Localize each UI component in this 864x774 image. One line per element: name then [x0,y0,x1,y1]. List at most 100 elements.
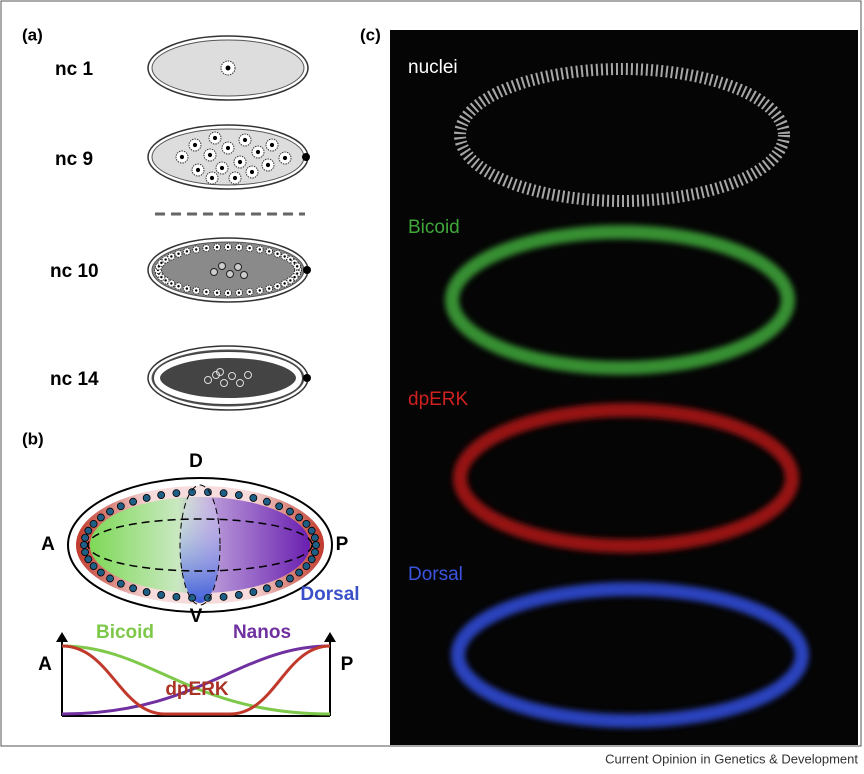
nucleus-core [177,253,179,255]
nucleus-core [227,246,229,248]
nucleus-core [238,291,240,293]
nucleus-core [276,253,278,255]
curve-label: Bicoid [96,622,154,643]
nucleus [303,563,310,570]
nucleus-core [195,248,197,250]
stain-label: dpERK [408,389,469,410]
nucleus-core [195,289,197,291]
nucleus-core [276,285,278,287]
nucleus-core [248,247,250,249]
axis-label: V [190,606,203,627]
nucleus-core [266,163,270,167]
nucleus-core [196,168,200,172]
nucleus-core [293,276,295,278]
footer: Current Opinion in Genetics & Developmen… [605,751,858,766]
yolk-nucleus [219,263,226,270]
nucleus-core [226,146,230,150]
nucleus-core [216,291,218,293]
nucleus [263,585,270,592]
nucleus [303,520,310,527]
nucleus-core [205,247,207,249]
nucleus-core [170,255,172,257]
panel-label: (c) [360,25,381,44]
axis-label: A [38,654,52,675]
nucleus-core [186,250,188,252]
stage-label: nc 1 [55,59,93,80]
nucleus [130,585,137,592]
nucleus [296,514,303,521]
nucleus [173,490,180,497]
nucleus-core [205,291,207,293]
figure: (a) nc 1 nc 9 nc 10 nc 14 (b) D A P V Do… [0,0,864,774]
nucleus [97,569,104,576]
yolk-nucleus [235,264,242,271]
embryo-body [152,350,304,406]
gradient-label: Dorsal [300,584,359,605]
nucleus-core [268,250,270,252]
nucleus [81,542,88,549]
nucleus-core [233,176,237,180]
nucleus-core [213,136,217,140]
nucleus-core [243,138,247,142]
nucleus-core [289,279,291,281]
nucleus [308,556,315,563]
nucleus-core [296,265,298,267]
nucleus-core [186,287,188,289]
nucleus [173,593,180,600]
nucleus-core [250,170,254,174]
nucleus [90,563,97,570]
nucleus-core [289,258,291,260]
nucleus [235,492,242,499]
nucleus-core [283,156,287,160]
nucleus-core [238,160,242,164]
nucleus [158,492,165,499]
pole-cell [302,153,310,161]
nucleus-core [193,143,197,147]
stain-label: Bicoid [408,217,460,238]
nucleus [286,508,293,515]
nucleus-core [210,176,214,180]
nucleus [158,591,165,598]
nucleus [143,494,150,501]
nucleus [97,514,104,521]
nucleus [82,549,89,556]
nucleus-core [170,282,172,284]
nucleus-core [177,285,179,287]
stage-label: nc 10 [50,261,99,282]
nucleus [117,580,124,587]
nucleus [107,508,114,515]
nucleus-core [160,262,162,264]
nucleus [143,589,150,596]
stage-label: nc 9 [55,149,93,170]
stain-label: nuclei [408,57,458,78]
nucleus [276,580,283,587]
nucleus [220,490,227,497]
nucleus [107,575,114,582]
dv-gradient [180,487,220,603]
nucleus-core [238,246,240,248]
axis-label: P [341,654,354,675]
nucleus [250,589,257,596]
stage-label: nc 14 [50,369,99,390]
panel-label: (a) [22,25,43,44]
nucleus [286,575,293,582]
nucleus-core [248,291,250,293]
nucleus-core [164,279,166,281]
curve-label: dpERK [165,679,229,700]
nucleus-core [226,66,231,71]
stain-label: Dorsal [408,564,463,585]
nucleus-core [216,246,218,248]
yolk-nucleus [241,272,248,279]
nucleus-core [270,143,274,147]
nucleus [311,549,318,556]
axis-label: A [41,534,55,555]
nucleus-core [283,282,285,284]
nucleus [296,569,303,576]
nucleus-core [208,153,212,157]
nucleus-core [259,248,261,250]
nucleus [308,527,315,534]
nucleus [313,542,320,549]
nucleus [85,556,92,563]
nucleus-core [268,287,270,289]
panel-label: (b) [22,429,44,448]
